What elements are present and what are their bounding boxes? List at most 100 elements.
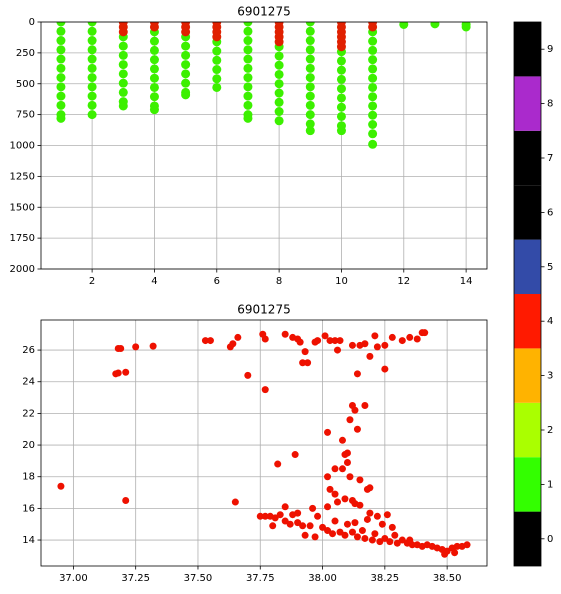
y-tick-label: 26: [22, 345, 35, 356]
x-tick-label: 37.75: [246, 573, 275, 584]
point: [305, 36, 315, 46]
colorbar-segment: [514, 294, 541, 349]
point: [368, 82, 378, 92]
x-tick-label: 37.00: [59, 573, 88, 584]
point: [149, 55, 159, 65]
point: [393, 539, 401, 547]
y-tick-label: 2000: [10, 264, 35, 275]
point: [118, 60, 128, 70]
x-tick-label: 14: [460, 276, 473, 287]
point: [87, 63, 97, 73]
point: [87, 82, 97, 92]
point: [87, 26, 97, 36]
point: [381, 341, 389, 349]
point: [381, 365, 389, 373]
point: [56, 54, 66, 64]
point: [261, 512, 269, 520]
point: [361, 401, 369, 409]
point: [371, 332, 379, 340]
point: [291, 451, 299, 459]
y-tick-label: 500: [16, 79, 35, 90]
point: [368, 536, 376, 544]
colorbar-tick-label: 1: [547, 479, 553, 490]
point: [305, 119, 315, 129]
colorbar-tick-label: 4: [547, 316, 553, 327]
point: [149, 82, 159, 92]
point: [305, 82, 315, 92]
point: [271, 514, 279, 522]
point: [306, 522, 314, 530]
point: [56, 36, 66, 46]
point: [351, 519, 359, 527]
colorbar-segment: [514, 76, 541, 131]
point: [181, 69, 191, 79]
point: [181, 60, 191, 70]
point: [331, 490, 339, 498]
x-tick-label: 10: [335, 276, 348, 287]
point: [294, 519, 302, 527]
y-tick-label: 1500: [10, 202, 35, 213]
point: [398, 536, 406, 544]
colorbar-segment: [514, 402, 541, 458]
point: [391, 531, 399, 539]
point: [118, 101, 128, 111]
point: [87, 91, 97, 101]
point: [336, 84, 346, 94]
point: [274, 51, 284, 61]
point: [388, 333, 396, 341]
point: [118, 69, 128, 79]
point: [368, 92, 378, 102]
point: [243, 22, 253, 27]
point: [56, 63, 66, 73]
x-tick-label: 4: [151, 276, 157, 287]
colorbar-tick-label: 2: [547, 425, 553, 436]
point: [87, 54, 97, 64]
point: [243, 113, 253, 123]
point: [274, 116, 284, 126]
point: [319, 523, 327, 531]
point: [336, 42, 346, 52]
y-tick-label: 250: [16, 48, 35, 59]
point: [274, 107, 284, 117]
point: [361, 534, 369, 542]
point: [451, 549, 459, 557]
point: [368, 36, 378, 46]
point: [261, 335, 269, 343]
point: [356, 476, 364, 484]
point: [181, 27, 191, 37]
point: [274, 60, 284, 70]
point: [336, 56, 346, 66]
y-tick-label: 20: [22, 440, 35, 451]
point: [149, 45, 159, 55]
colorbar-tick-label: 8: [547, 99, 553, 110]
point: [181, 90, 191, 100]
point: [206, 337, 214, 345]
y-tick-label: 22: [22, 408, 35, 419]
point: [212, 65, 222, 75]
point: [326, 337, 334, 345]
point: [299, 359, 307, 367]
point: [243, 26, 253, 36]
point: [413, 335, 421, 343]
point: [336, 102, 346, 112]
point: [368, 101, 378, 111]
point: [274, 88, 284, 98]
point: [132, 343, 140, 351]
point: [305, 91, 315, 101]
point: [118, 50, 128, 60]
point: [118, 78, 128, 88]
point: [363, 515, 371, 523]
point: [212, 74, 222, 84]
point: [149, 92, 159, 102]
point: [406, 536, 414, 544]
point: [212, 82, 222, 92]
point: [430, 22, 440, 29]
point: [326, 485, 334, 493]
point: [87, 110, 97, 120]
point: [305, 126, 315, 136]
point: [212, 55, 222, 65]
point: [453, 542, 461, 550]
y-tick-label: 14: [22, 535, 35, 546]
point: [366, 509, 374, 517]
point: [321, 332, 329, 340]
